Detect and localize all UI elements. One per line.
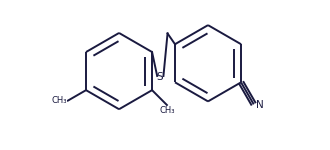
- Text: S: S: [157, 72, 163, 82]
- Text: CH₃: CH₃: [51, 96, 67, 105]
- Text: N: N: [256, 100, 263, 110]
- Text: CH₃: CH₃: [159, 106, 175, 115]
